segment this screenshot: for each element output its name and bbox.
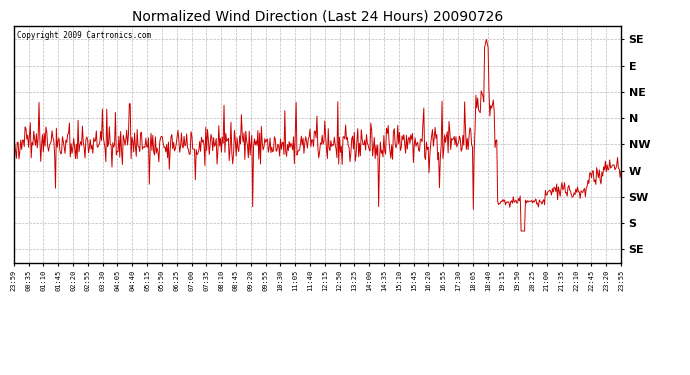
Title: Normalized Wind Direction (Last 24 Hours) 20090726: Normalized Wind Direction (Last 24 Hours… xyxy=(132,10,503,24)
Text: Copyright 2009 Cartronics.com: Copyright 2009 Cartronics.com xyxy=(17,31,151,40)
